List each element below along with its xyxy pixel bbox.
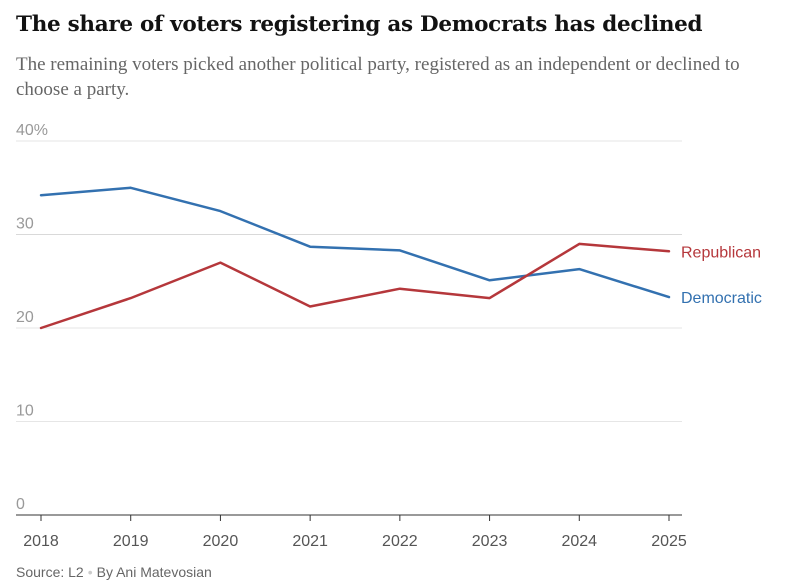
y-tick-label: 40%: [16, 122, 48, 139]
separator-dot: •: [87, 564, 93, 580]
series-label-democratic: Democratic: [681, 290, 762, 307]
y-tick-label: 10: [16, 403, 34, 420]
series-labels: Republican Democratic: [681, 244, 762, 307]
chart-title: The share of voters registering as Democ…: [16, 12, 703, 37]
x-tick-label: 2018: [23, 533, 59, 550]
y-tick-label: 30: [16, 216, 34, 233]
source-text: Source: L2: [16, 564, 84, 580]
x-tick-label: 2023: [472, 533, 508, 550]
x-tick-label: 2021: [292, 533, 328, 550]
y-tick-label: 20: [16, 309, 34, 326]
x-tick-label: 2020: [203, 533, 239, 550]
series-line-republican: [39, 242, 671, 330]
y-tick-label: 0: [16, 496, 25, 513]
byline: By Ani Matevosian: [96, 564, 212, 580]
series-line-democratic: [39, 186, 671, 299]
series-label-republican: Republican: [681, 244, 761, 261]
y-axis-ticks: 0 10 20 30 40%: [16, 122, 48, 513]
x-tick-label: 2024: [561, 533, 597, 550]
source-note: Source: L2 • By Ani Matevosian: [16, 563, 212, 581]
series-lines: [39, 186, 671, 330]
chart-subtitle: The remaining voters picked another poli…: [16, 54, 740, 100]
x-axis: 2018 2019 2020 2021 2022 2023 2024 2025: [16, 514, 687, 550]
x-tick-label: 2025: [651, 533, 687, 550]
gridlines: [16, 140, 682, 422]
x-tick-label: 2022: [382, 533, 418, 550]
x-tick-label: 2019: [113, 533, 149, 550]
